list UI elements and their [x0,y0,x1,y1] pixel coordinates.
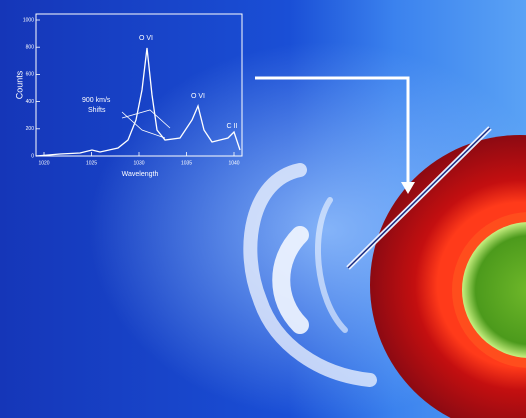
x-axis-label: Wavelength [122,171,159,178]
annotation: 900 km/s [82,97,111,104]
page: {"inset": { "y_label": "Counts", "x_labe… [0,0,526,418]
peak-label: O VI [191,93,205,100]
x-tick-label: 1025 [86,160,97,166]
peak-label: C II [227,123,238,130]
y-axis-label: Counts [14,70,24,99]
y-tick-label: 800 [26,45,35,51]
peak-label: O VI [139,35,153,42]
x-tick-label: 1020 [38,160,49,166]
y-tick-label: 0 [31,153,34,159]
y-tick-label: 1000 [23,17,34,23]
y-tick-label: 600 [26,72,35,78]
y-tick-label: 200 [26,126,35,132]
y-tick-label: 400 [26,99,35,105]
scene: Counts Wavelength O VI O VI C II 900 km/… [0,0,526,418]
x-tick-label: 1030 [133,160,144,166]
x-tick-label: 1040 [228,160,239,166]
annotation: Shifts [88,107,106,114]
x-tick-label: 1035 [181,160,192,166]
